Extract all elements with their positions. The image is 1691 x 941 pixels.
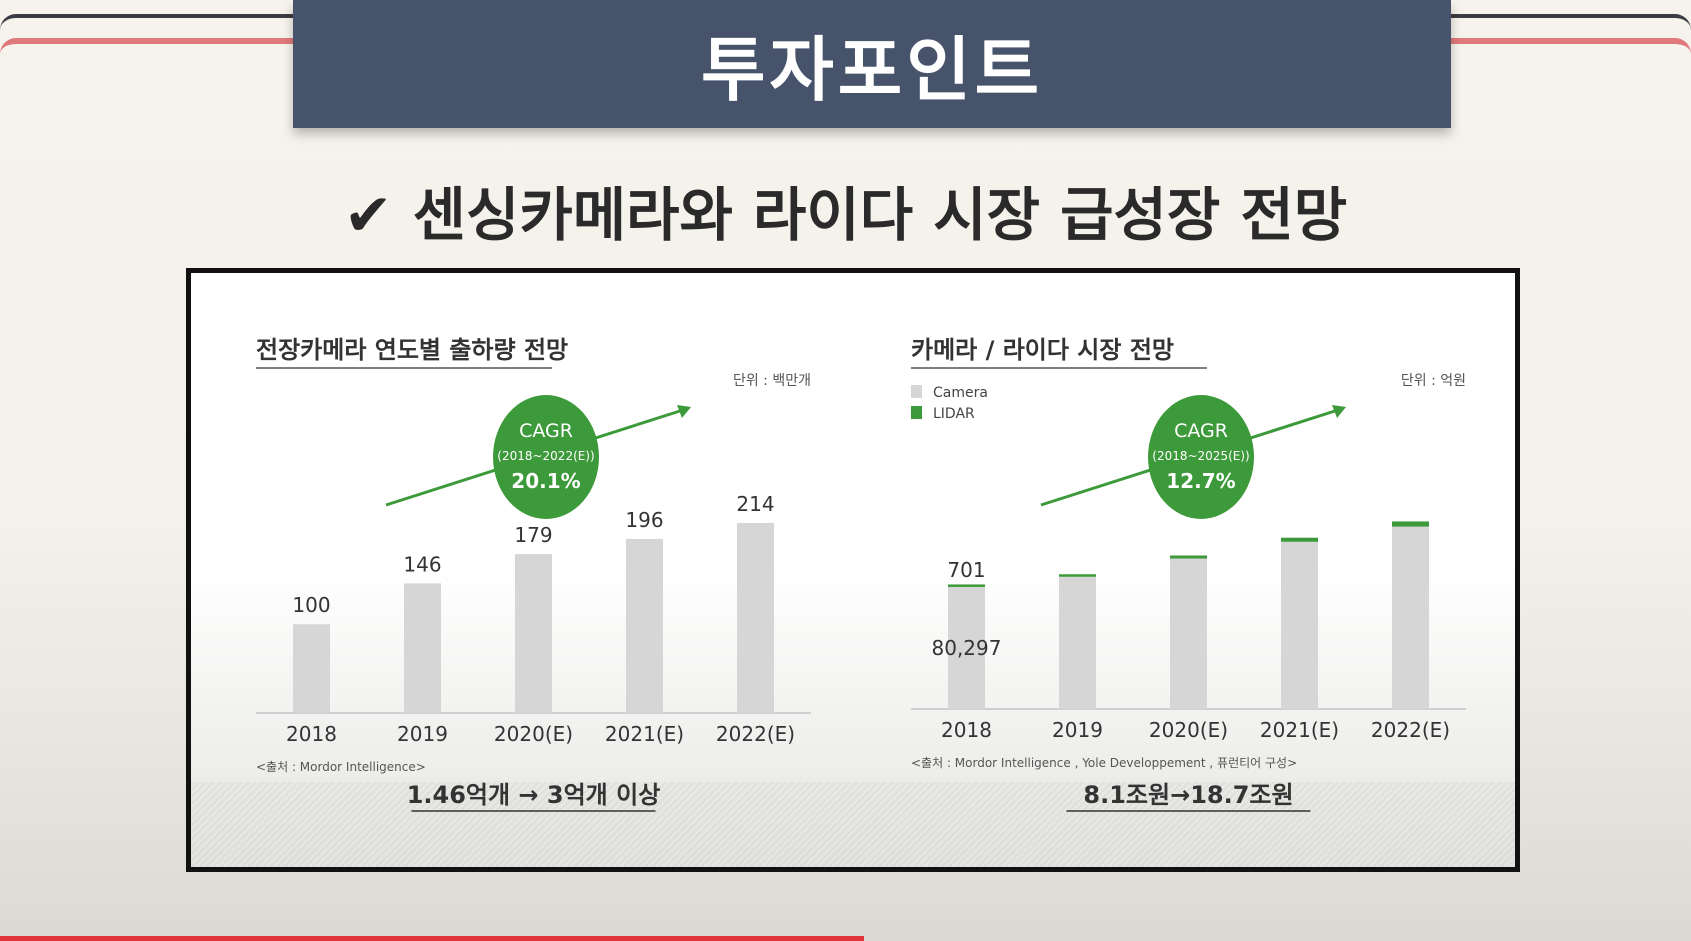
- trend-arrow-head: [1332, 405, 1346, 418]
- legend-swatch-camera: [911, 385, 922, 398]
- bar-2020(E): [515, 554, 552, 713]
- bar-2018: [293, 624, 330, 713]
- title-banner: 투자포인트: [293, 0, 1451, 128]
- bar-camera-2022(E): [1392, 526, 1429, 709]
- cagr-label: CAGR: [519, 420, 573, 442]
- chart-source: <출처 : Mordor Intelligence>: [256, 760, 426, 774]
- x-tick-label: 2018: [286, 722, 337, 746]
- x-tick-label: 2020(E): [494, 722, 573, 746]
- cagr-circle: [1148, 395, 1254, 519]
- x-tick-label: 2019: [397, 722, 448, 746]
- data-label: 179: [514, 523, 552, 547]
- legend-label-camera: Camera: [933, 385, 988, 401]
- x-tick-label: 2022(E): [716, 722, 795, 746]
- cagr-value: 20.1%: [511, 469, 580, 493]
- bar-camera-2021(E): [1281, 541, 1318, 709]
- bar-2019: [404, 583, 441, 713]
- bar-lidar-2021(E): [1281, 537, 1318, 542]
- bar-2021(E): [626, 538, 663, 713]
- x-tick-label: 2022(E): [1371, 718, 1450, 742]
- chart-title: 카메라 / 라이다 시장 전망: [911, 336, 1174, 364]
- x-tick-label: 2021(E): [605, 722, 684, 746]
- subtitle-text: 센싱카메라와 라이다 시장 급성장 전망: [412, 181, 1348, 249]
- x-tick-label: 2018: [941, 718, 992, 742]
- subtitle: ✔ 센싱카메라와 라이다 시장 급성장 전망: [0, 168, 1691, 252]
- data-label: 214: [736, 492, 774, 516]
- chart-title: 전장카메라 연도별 출하량 전망: [256, 336, 568, 364]
- data-label: 196: [625, 508, 663, 532]
- chart-summary: 1.46억개 → 3억개 이상: [407, 781, 661, 809]
- cagr-circle: [493, 395, 599, 519]
- cagr-period: (2018~2025(E)): [1152, 449, 1249, 463]
- check-icon: ✔: [343, 181, 393, 249]
- bar-lidar-2019: [1059, 574, 1096, 577]
- bar-lidar-2018: [948, 584, 985, 587]
- chart-unit-label: 단위 : 억원: [1401, 373, 1466, 389]
- bar-lidar-2022(E): [1392, 521, 1429, 527]
- page-title: 투자포인트: [701, 28, 1043, 111]
- x-tick-label: 2020(E): [1149, 718, 1228, 742]
- legend-swatch-lidar: [911, 406, 922, 419]
- x-tick-label: 2021(E): [1260, 718, 1339, 742]
- cagr-label: CAGR: [1174, 420, 1228, 442]
- trend-arrow-head: [677, 405, 691, 418]
- video-progress-bar: [0, 936, 864, 941]
- data-label: 100: [292, 593, 330, 617]
- x-tick-label: 2019: [1052, 718, 1103, 742]
- cagr-period: (2018~2022(E)): [497, 449, 594, 463]
- bar-camera-2020(E): [1170, 558, 1207, 709]
- chart-unit-label: 단위 : 백만개: [733, 373, 811, 389]
- legend-label-lidar: LIDAR: [933, 406, 975, 422]
- bar-lidar-2020(E): [1170, 555, 1207, 559]
- bar-2022(E): [737, 523, 774, 713]
- data-label: 146: [403, 552, 441, 576]
- chart-summary: 8.1조원→18.7조원: [1083, 781, 1293, 809]
- cagr-value: 12.7%: [1166, 469, 1235, 493]
- data-label-lidar: 701: [947, 558, 985, 582]
- data-label-camera: 80,297: [932, 636, 1002, 660]
- chart-source: <출처 : Mordor Intelligence , Yole Develop…: [911, 756, 1297, 770]
- bar-camera-2018: [948, 586, 985, 709]
- panel-footer-band: [191, 782, 1515, 867]
- bar-camera-2019: [1059, 576, 1096, 709]
